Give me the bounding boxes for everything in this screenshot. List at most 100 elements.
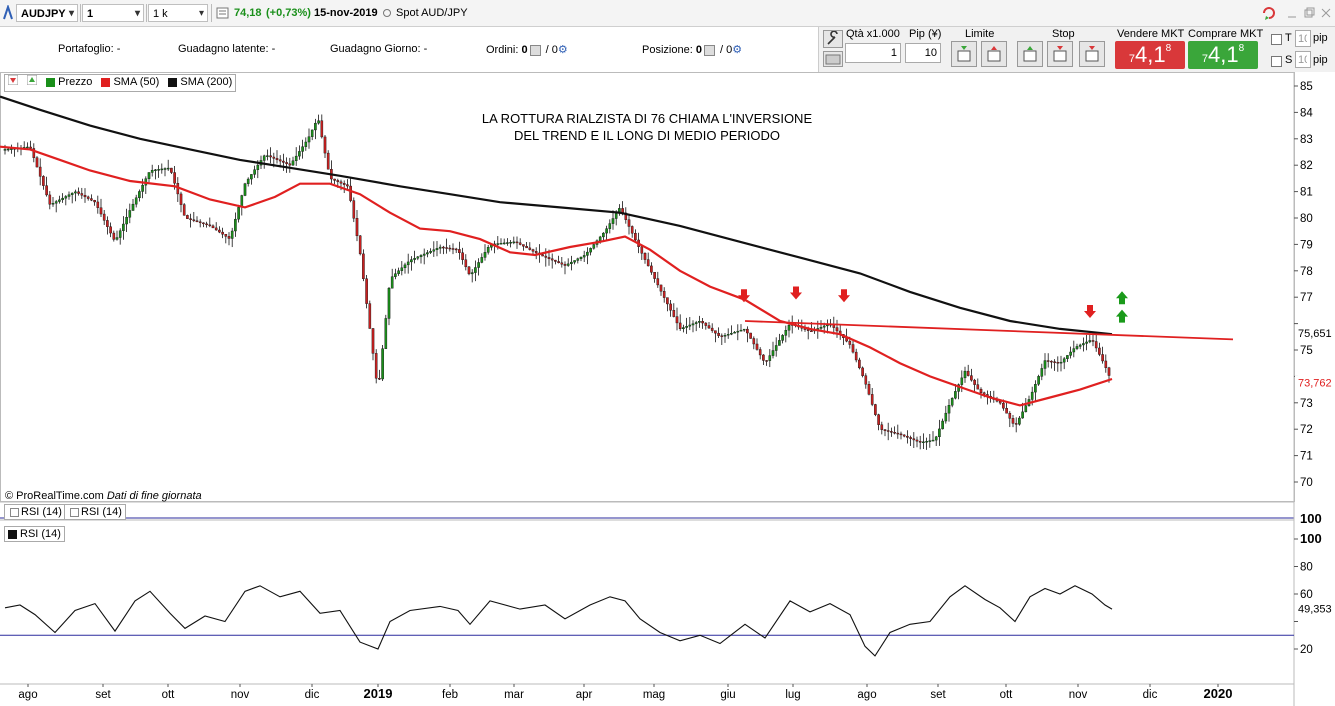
legend-sma50[interactable]: SMA (50) xyxy=(98,75,162,90)
stop-sell-button[interactable] xyxy=(1047,41,1073,67)
posizione-info[interactable]: Posizione: 0 / 0⚙ xyxy=(642,43,742,56)
rsi-tab-2[interactable]: RSI (14) xyxy=(64,504,126,520)
limit-sell-button[interactable] xyxy=(981,41,1007,67)
price-candle-body xyxy=(307,136,311,143)
price-candle-body xyxy=(662,291,666,298)
price-y-tick-label: 79 xyxy=(1300,239,1313,251)
price-candle-body xyxy=(640,246,644,254)
price-candle-body xyxy=(669,303,672,311)
price-candle-body xyxy=(752,338,756,345)
units-selector[interactable]: 1 k unità xyxy=(148,4,208,38)
sell-mkt-button[interactable]: 74,18 xyxy=(1115,41,1185,69)
annotation-line-1: LA ROTTURA RIALZISTA DI 76 CHIAMA L'INVE… xyxy=(481,111,813,126)
price-candle-body xyxy=(432,249,436,252)
sma50-swatch xyxy=(101,77,111,87)
price-candle-body xyxy=(42,176,45,186)
price-candle-body xyxy=(314,122,317,131)
price-y-tick-label: 80 xyxy=(1300,213,1313,225)
stop-buy-button[interactable] xyxy=(1017,41,1043,67)
resistance-trendline[interactable] xyxy=(744,320,1234,341)
keyboard-icon[interactable] xyxy=(823,51,843,67)
x-axis-month-label: giu xyxy=(720,689,735,701)
price-candle-body xyxy=(730,332,733,335)
price-candle-body xyxy=(954,391,957,399)
x-axis-month-label: ago xyxy=(18,689,37,701)
take-profit-checkbox[interactable] xyxy=(1271,34,1282,45)
minimize-icon[interactable] xyxy=(1286,4,1298,22)
price-candle-body xyxy=(653,272,656,279)
x-axis-month-label: ott xyxy=(1000,689,1014,701)
price-candle-body xyxy=(250,174,253,180)
price-candle-body xyxy=(1011,418,1015,424)
rsi-tab-1[interactable]: RSI (14) xyxy=(4,504,66,520)
price-candle-body xyxy=(86,196,90,199)
refresh-icon[interactable] xyxy=(1260,4,1278,22)
price-candle-body xyxy=(656,278,660,286)
stop-loss-checkbox[interactable] xyxy=(1271,56,1282,67)
orders-list-icon[interactable] xyxy=(529,44,541,56)
price-candle-body xyxy=(739,329,743,332)
price-candle-body xyxy=(378,378,381,380)
chart-area[interactable]: 70 71 72 73 75 77 78 79 80 81 82 83 84 85 75,651 73,762… xyxy=(0,72,1335,706)
buy-mkt-button[interactable]: 74,18 xyxy=(1188,41,1258,69)
price-candle-body xyxy=(234,218,237,232)
take-profit-pip-input[interactable] xyxy=(1295,30,1311,47)
close-icon[interactable] xyxy=(1320,4,1332,22)
pip-input[interactable] xyxy=(905,43,941,63)
price-candle-body xyxy=(266,155,269,157)
restore-icon[interactable] xyxy=(1303,4,1315,22)
guadagno-latente-label: Guadagno latente: xyxy=(178,43,269,55)
price-candle-body xyxy=(301,146,304,152)
rsi-swatch xyxy=(8,529,17,539)
price-candle-body xyxy=(141,184,144,192)
price-candle-body xyxy=(1008,413,1012,419)
price-candle-body xyxy=(205,223,208,226)
price-candle-body xyxy=(1005,407,1008,414)
price-candle-body xyxy=(778,340,781,346)
price-candle-body xyxy=(1069,351,1072,356)
price-candle-body xyxy=(784,330,788,336)
price-candle-body xyxy=(586,251,589,256)
qty-input[interactable] xyxy=(845,43,901,63)
wrench-icon[interactable] xyxy=(823,30,843,48)
guadagno-latente-value: - xyxy=(271,43,276,55)
price-candle-body xyxy=(541,254,544,257)
price-candle-body xyxy=(890,431,893,433)
ordini-info[interactable]: Ordini: 0 / 0⚙ xyxy=(486,43,568,56)
price-candle-body xyxy=(675,316,679,324)
buy-mkt-label: Comprare MKT xyxy=(1188,28,1264,40)
price-candle-body xyxy=(45,185,48,196)
limit-sell-icon xyxy=(986,45,1002,63)
price-candle-body xyxy=(96,201,100,208)
legend-sma200[interactable]: SMA (200) xyxy=(165,75,235,90)
price-candle-body xyxy=(83,194,87,198)
rsi-tab-1-checkbox[interactable] xyxy=(10,507,19,517)
price-candle-body xyxy=(950,397,954,406)
sell-mkt-label: Vendere MKT xyxy=(1117,28,1185,40)
price-y-tick-label: 73 xyxy=(1300,398,1313,410)
instrument-description: Spot AUD/JPY xyxy=(396,7,468,19)
orders-settings-icon[interactable]: ⚙ xyxy=(557,44,568,56)
x-axis-month-label: mag xyxy=(643,689,665,701)
positions-list-icon[interactable] xyxy=(703,44,715,56)
price-candle-body xyxy=(93,200,96,203)
price-candle-body xyxy=(1075,346,1079,349)
legend-down-icon[interactable] xyxy=(5,74,21,90)
price-candle-body xyxy=(589,248,592,253)
legend-price[interactable]: Prezzo xyxy=(43,75,95,90)
price-candle-body xyxy=(461,252,464,260)
price-candle-body xyxy=(634,233,637,241)
price-candle-body xyxy=(1024,405,1028,413)
price-candle-body xyxy=(925,441,928,443)
rsi-tab-2-checkbox[interactable] xyxy=(70,507,79,517)
price-candle-body xyxy=(1056,362,1060,364)
x-axis-month-label: mar xyxy=(504,689,524,701)
stop-limit-button[interactable] xyxy=(1079,41,1105,67)
ticket-icon[interactable] xyxy=(216,4,230,22)
legend-up-icon[interactable] xyxy=(24,74,40,90)
stop-loss-pip-input[interactable] xyxy=(1295,51,1311,68)
positions-settings-icon[interactable]: ⚙ xyxy=(732,44,743,56)
symbol-selector[interactable]: AUDJPY xyxy=(16,4,78,23)
limit-buy-button[interactable] xyxy=(951,41,977,67)
timeframe-selector[interactable]: 1 giorno xyxy=(82,4,144,38)
